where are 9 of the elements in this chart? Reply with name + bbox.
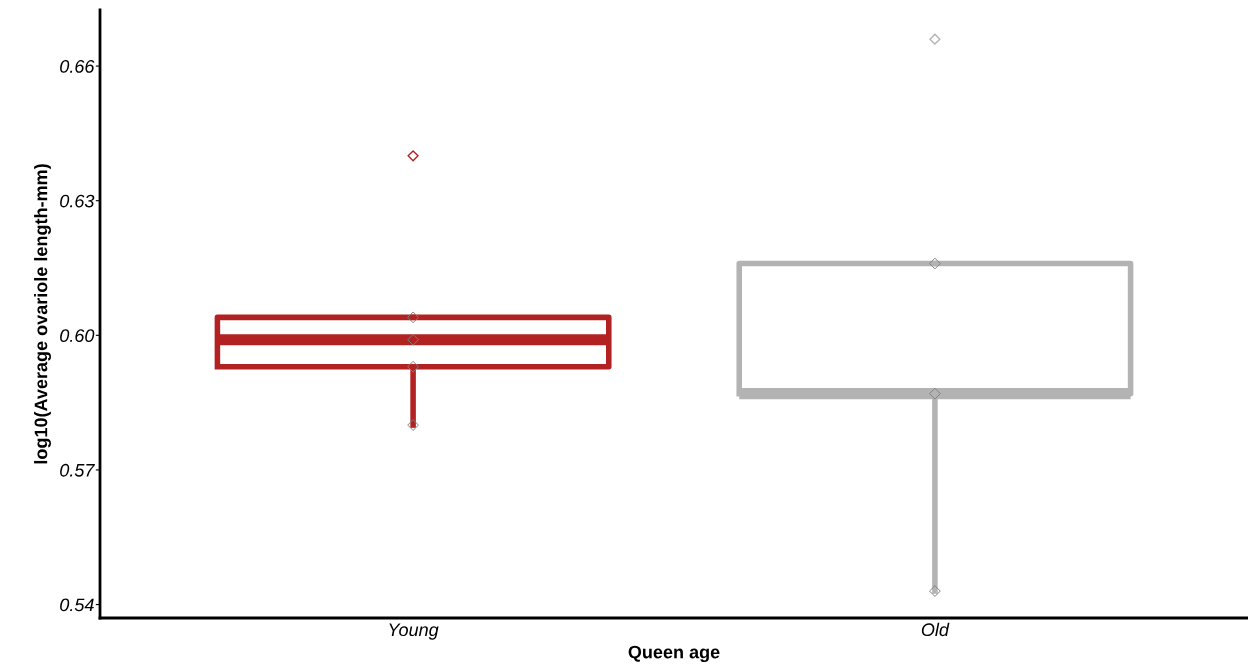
y-tick-label: 0.60 [60,329,95,343]
y-tick-label: 0.63 [60,194,95,208]
y-tick-label: 0.57 [60,463,95,477]
y-tick-label: 0.54 [60,598,94,612]
x-tick-label: Young [389,623,439,640]
y-axis-title: log10(Average ovariole length-mm) [34,164,51,464]
x-tick-label: Old [921,622,950,637]
y-tick-label: 0.66 [60,60,95,73]
x-axis-title: Queen age [628,645,720,663]
